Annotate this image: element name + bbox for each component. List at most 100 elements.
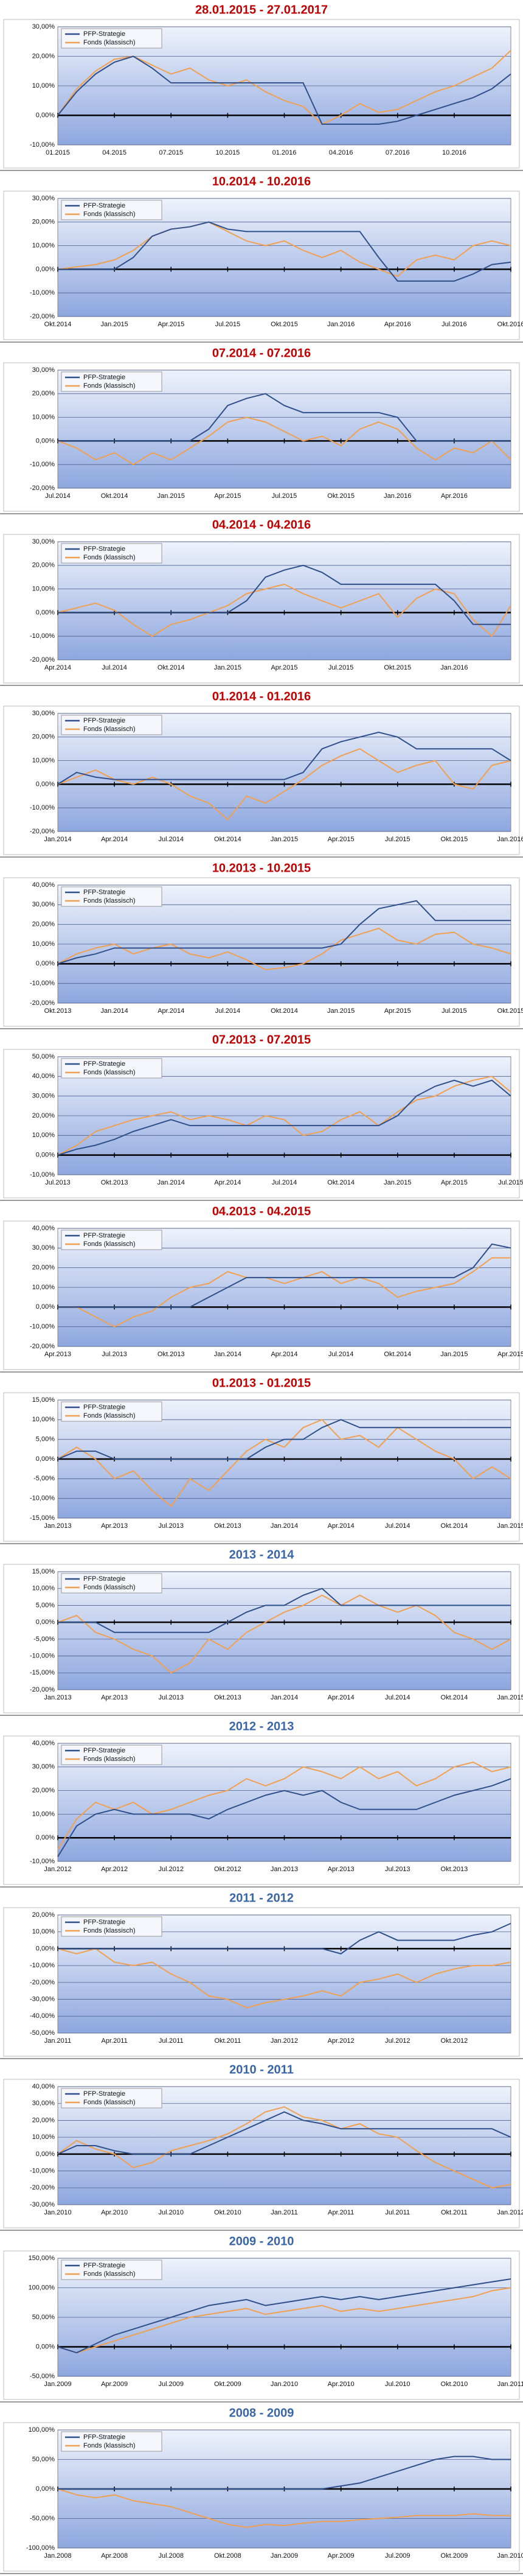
x-tick-label: Jan.2014 [100, 1007, 128, 1015]
series-line [57, 416, 511, 466]
x-tick-label: Apr.2011 [102, 2037, 128, 2045]
x-tick-label: Jul.2011 [385, 2209, 410, 2216]
chart-panel: 2013 - 2014 -20,00% -15,00% -10,00% -5,00% 0,… [0, 1548, 523, 1716]
legend [61, 200, 162, 220]
y-tick-label: 20,00% [32, 921, 55, 928]
x-tick-label: Jul.2013 [158, 1694, 184, 1701]
y-tick-label: 0,00% [36, 2151, 55, 2158]
x-tick-label: Jul.2008 [158, 2552, 184, 2560]
chart-title: 2011 - 2012 [229, 1891, 294, 1905]
y-tick-label: 10,00% [32, 940, 55, 948]
x-tick-label: 04.2015 [102, 149, 126, 156]
x-tick-label: Okt.2014 [441, 1694, 468, 1701]
series-line [57, 221, 511, 278]
legend-label: Fonds (klassisch) [83, 897, 136, 905]
y-tick-label: -10,00% [30, 1652, 55, 1659]
x-tick-label: Jan.2016 [497, 836, 523, 843]
legend-label: PFP-Strategie [83, 374, 125, 381]
legend [61, 886, 162, 907]
x-tick-label: Jan.2014 [214, 1351, 241, 1358]
x-tick-label: Jul.2014 [272, 1179, 297, 1186]
y-tick-label: -20,00% [30, 313, 55, 320]
series-line [57, 1419, 511, 1508]
series-line [57, 2111, 511, 2155]
x-tick-label: Jan.2015 [214, 664, 241, 671]
y-tick-label: 10,00% [32, 1928, 55, 1936]
y-tick-label: 0,00% [36, 2343, 55, 2350]
y-tick-label: 40,00% [32, 2083, 55, 2090]
legend [61, 1230, 162, 1250]
x-tick-label: Okt.2014 [327, 1179, 355, 1186]
x-tick-label: Okt.2014 [441, 1522, 468, 1530]
y-tick-label: 10,00% [32, 586, 55, 593]
series-line [57, 732, 511, 785]
y-tick-label: 5,00% [36, 1436, 55, 1443]
x-tick-label: Jan.2009 [44, 2381, 71, 2388]
legend-label: Fonds (klassisch) [83, 1069, 136, 1076]
chart-panel: 2009 - 2010 -50,00% 0,00% 50,00% 100,00% 150,… [0, 2235, 523, 2403]
y-tick-label: 30,00% [32, 538, 55, 545]
x-tick-label: Jan.2016 [440, 664, 468, 671]
x-tick-label: Apr.2014 [214, 1179, 241, 1186]
y-tick-label: 10,00% [32, 1585, 55, 1592]
y-tick-label: 20,00% [32, 1112, 55, 1119]
x-tick-label: Jan.2015 [384, 1179, 411, 1186]
x-tick-label: Jul.2013 [158, 1522, 184, 1530]
y-tick-label: -10,00% [30, 141, 55, 149]
legend-label: Fonds (klassisch) [83, 1584, 136, 1591]
y-tick-label: -10,00% [30, 2167, 55, 2174]
y-tick-label: -20,00% [30, 656, 55, 663]
series-line [57, 2488, 511, 2529]
x-tick-label: Apr.2013 [328, 1866, 355, 1873]
series-line [57, 1079, 511, 1156]
legend [61, 1745, 162, 1765]
legend-label: Fonds (klassisch) [83, 2442, 136, 2449]
y-tick-label: -10,00% [30, 1495, 55, 1502]
x-tick-label: Jan.2008 [44, 2552, 71, 2560]
x-tick-label: Jan.2013 [44, 1694, 71, 1701]
legend [61, 2431, 162, 2452]
series-line [57, 2287, 511, 2354]
y-tick-label: 50,00% [32, 2314, 55, 2321]
legend [61, 2259, 162, 2280]
legend-label: Fonds (klassisch) [83, 1412, 136, 1419]
y-tick-label: 20,00% [32, 390, 55, 397]
legend [61, 371, 162, 392]
series-line [58, 2455, 511, 2490]
x-tick-label: Okt.2014 [158, 664, 185, 671]
x-tick-label: Okt.2015 [497, 1007, 523, 1015]
series-line [57, 2106, 511, 2189]
x-tick-label: Apr.2010 [101, 2209, 128, 2216]
x-tick-label: Jan.2014 [271, 1694, 298, 1701]
series-line [57, 2278, 511, 2354]
chart-panel: 01.2013 - 01.2015 -15,00% -10,00% -5,00% 0,0… [0, 1376, 523, 1544]
y-tick-label: 15,00% [32, 1396, 55, 1404]
y-tick-label: 50,00% [32, 1053, 55, 1060]
legend [61, 2088, 162, 2109]
x-tick-label: Jan.2010 [497, 2552, 523, 2560]
chart-panel: 04.2013 - 04.2015 -20,00% -10,00% 0,00% 10,0… [0, 1205, 523, 1373]
y-tick-label: -30,00% [30, 2201, 55, 2208]
x-tick-label: Okt.2015 [441, 836, 468, 843]
x-tick-label: Jul.2013 [102, 1351, 127, 1358]
x-tick-label: Jan.2016 [384, 492, 411, 500]
x-tick-label: Apr.2015 [271, 664, 297, 671]
x-tick-label: Okt.2012 [441, 2037, 468, 2045]
legend-label: Fonds (klassisch) [83, 211, 136, 218]
x-tick-label: Jul.2011 [159, 2037, 184, 2045]
x-tick-label: Okt.2013 [44, 1007, 72, 1015]
x-tick-label: Okt.2015 [384, 664, 411, 671]
y-tick-label: 10,00% [32, 82, 55, 89]
y-tick-label: 0,00% [36, 111, 55, 119]
series-line [58, 393, 511, 442]
x-tick-label: Jan.2015 [497, 1694, 523, 1701]
y-tick-label: 10,00% [32, 2133, 55, 2141]
x-tick-label: Jul.2015 [385, 836, 410, 843]
y-tick-label: 40,00% [32, 1740, 55, 1747]
chart-title: 01.2013 - 01.2015 [212, 1376, 311, 1390]
legend-label: PFP-Strategie [83, 889, 125, 896]
x-tick-label: Apr.2014 [271, 1351, 297, 1358]
y-tick-label: -50,00% [30, 2515, 55, 2522]
x-tick-label: 01.2015 [46, 149, 70, 156]
x-tick-label: Jul.2009 [385, 2552, 410, 2560]
